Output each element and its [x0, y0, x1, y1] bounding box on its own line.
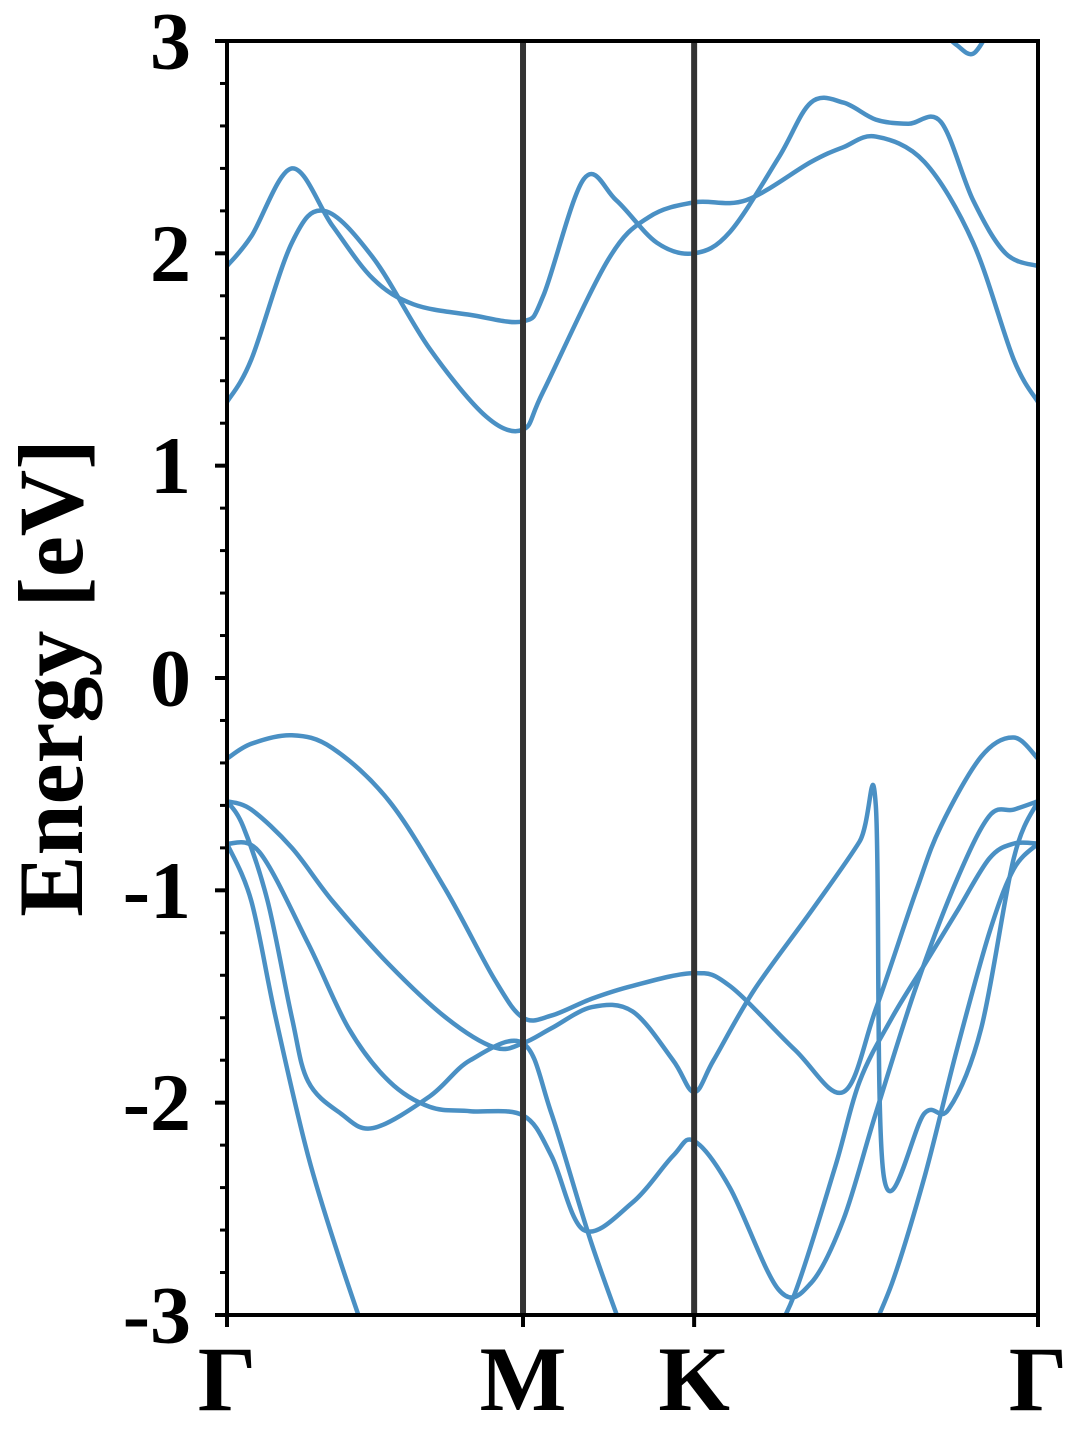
y-tick-label: -2 [123, 1057, 191, 1148]
band-line-7 [876, 841, 1038, 1315]
y-tick-label: -1 [123, 845, 191, 936]
band-line-6 [227, 841, 361, 1315]
y-tick-label: 0 [150, 633, 191, 724]
y-tick-label: 3 [150, 0, 191, 87]
y-tick-label: -3 [123, 1270, 191, 1361]
band-line-1 [227, 733, 1038, 1096]
band-line-4 [227, 798, 620, 1315]
band-line-2 [227, 782, 1038, 1194]
band-lines [227, 41, 1038, 1315]
x-tick-label: M [480, 1328, 567, 1430]
plot-frame [225, 39, 1040, 1317]
x-tick-label: Γ [198, 1328, 257, 1430]
x-tick-label: Γ [1009, 1328, 1068, 1430]
band-line-3 [227, 798, 1038, 1300]
band-line-9 [227, 95, 1038, 325]
high-symmetry-lines [520, 41, 698, 1315]
y-axis-ticks: 3 2 1 0 -1 -2 -3 [123, 0, 227, 1361]
y-tick-label: 2 [150, 208, 191, 299]
x-tick-label: K [658, 1328, 730, 1430]
y-tick-label: 1 [150, 420, 191, 511]
band-line-8 [227, 133, 1038, 434]
band-line-5 [783, 840, 1038, 1315]
y-axis-label: Energy [eV] [0, 439, 102, 917]
